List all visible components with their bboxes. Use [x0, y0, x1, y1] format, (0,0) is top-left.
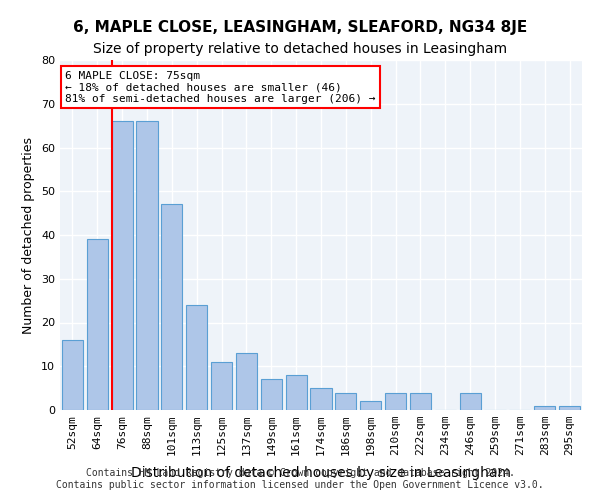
Bar	[112, 122, 133, 410]
Bar	[62, 340, 83, 410]
Bar	[236, 353, 257, 410]
Bar	[360, 401, 381, 410]
Bar	[136, 122, 158, 410]
Bar	[460, 392, 481, 410]
Text: Contains HM Land Registry data © Crown copyright and database right 2024.
Contai: Contains HM Land Registry data © Crown c…	[56, 468, 544, 490]
Text: 6 MAPLE CLOSE: 75sqm
← 18% of detached houses are smaller (46)
81% of semi-detac: 6 MAPLE CLOSE: 75sqm ← 18% of detached h…	[65, 70, 376, 104]
Bar	[385, 392, 406, 410]
X-axis label: Distribution of detached houses by size in Leasingham: Distribution of detached houses by size …	[131, 466, 511, 480]
Bar	[286, 375, 307, 410]
Bar	[335, 392, 356, 410]
Bar	[559, 406, 580, 410]
Bar	[161, 204, 182, 410]
Text: Size of property relative to detached houses in Leasingham: Size of property relative to detached ho…	[93, 42, 507, 56]
Y-axis label: Number of detached properties: Number of detached properties	[22, 136, 35, 334]
Bar	[87, 240, 108, 410]
Bar	[410, 392, 431, 410]
Text: 6, MAPLE CLOSE, LEASINGHAM, SLEAFORD, NG34 8JE: 6, MAPLE CLOSE, LEASINGHAM, SLEAFORD, NG…	[73, 20, 527, 35]
Bar	[211, 362, 232, 410]
Bar	[534, 406, 555, 410]
Bar	[186, 305, 207, 410]
Bar	[261, 380, 282, 410]
Bar	[310, 388, 332, 410]
